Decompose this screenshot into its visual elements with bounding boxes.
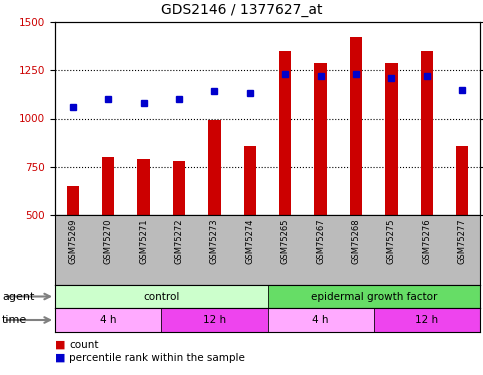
Text: 12 h: 12 h [203,315,226,325]
Text: epidermal growth factor: epidermal growth factor [311,291,437,302]
Bar [243,146,256,215]
Text: GSM75267: GSM75267 [316,219,325,264]
Bar [137,159,150,215]
Text: GSM75276: GSM75276 [422,219,431,264]
Text: GSM75273: GSM75273 [210,219,219,264]
Text: control: control [143,291,180,302]
Text: ■: ■ [55,340,66,350]
Bar [55,285,268,308]
Bar [374,308,480,332]
Bar [102,157,114,215]
Text: GSM75269: GSM75269 [68,219,77,264]
Bar [173,161,185,215]
Bar [161,308,268,332]
Text: GDS2146 / 1377627_at: GDS2146 / 1377627_at [161,3,322,17]
Text: GSM75271: GSM75271 [139,219,148,264]
Text: GSM75272: GSM75272 [174,219,184,264]
Text: GSM75275: GSM75275 [387,219,396,264]
Bar [314,63,327,215]
Bar [208,120,221,215]
Text: time: time [2,315,27,325]
Text: 4 h: 4 h [313,315,329,325]
Text: percentile rank within the sample: percentile rank within the sample [69,353,245,363]
Bar [456,147,469,215]
Text: GSM75277: GSM75277 [458,219,467,264]
Bar [67,186,79,215]
Text: GSM75274: GSM75274 [245,219,254,264]
Text: ■: ■ [55,353,66,363]
Text: agent: agent [2,291,34,302]
Bar [350,38,362,215]
Text: GSM75270: GSM75270 [104,219,113,264]
Bar [385,63,398,215]
Text: 12 h: 12 h [415,315,439,325]
Bar [279,51,291,215]
Text: GSM75265: GSM75265 [281,219,290,264]
Bar [421,51,433,215]
Text: GSM75268: GSM75268 [352,219,360,264]
Text: 4 h: 4 h [100,315,116,325]
Bar [268,285,480,308]
Bar [268,308,374,332]
Text: count: count [69,340,99,350]
Bar [55,308,161,332]
